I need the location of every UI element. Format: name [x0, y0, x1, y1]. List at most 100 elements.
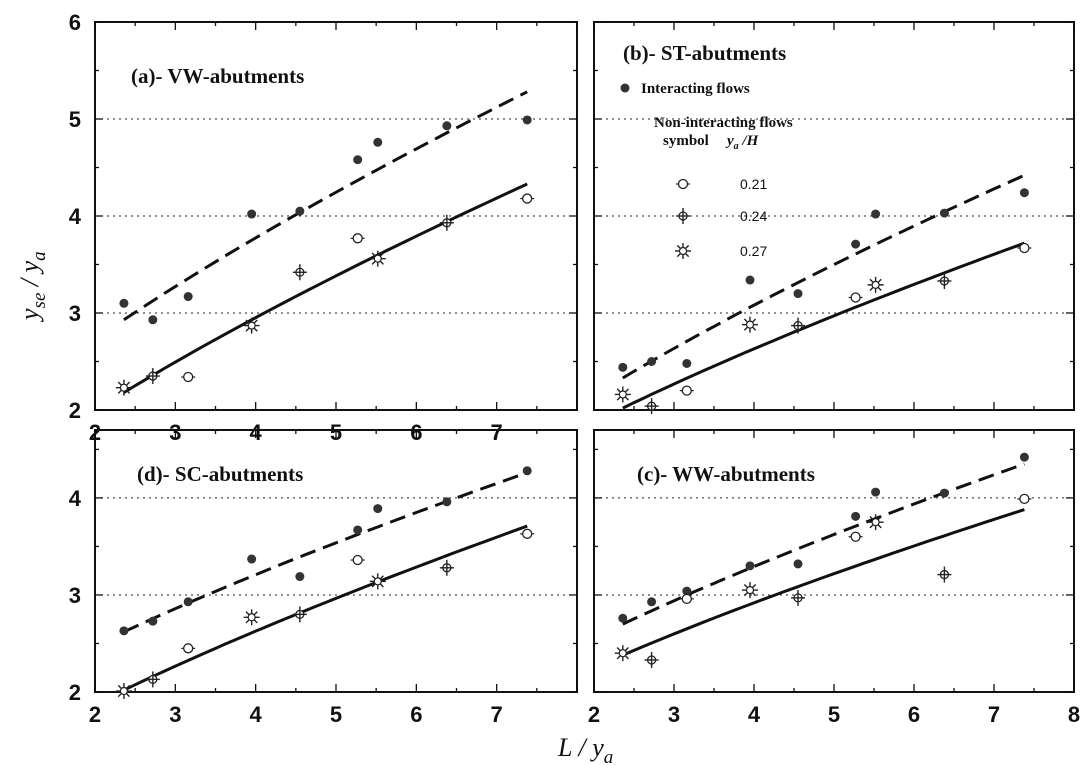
marker-filled: [1019, 188, 1029, 198]
interacting-point: [148, 616, 158, 626]
interacting-point: [682, 358, 692, 368]
fit-line-interacting: [123, 90, 528, 322]
star-point: [871, 280, 880, 289]
legend-value: 0.24: [740, 208, 767, 224]
panel: 2 3 4 5 6 7 2 3 4: [69, 430, 578, 727]
marker-open-circle: [1017, 493, 1032, 505]
x-tick-label: 6: [908, 702, 920, 727]
marker-open-circle: [848, 531, 863, 542]
interacting-point: [793, 289, 803, 299]
interacting-point: [851, 239, 861, 249]
open-circle-point: [183, 371, 194, 383]
y-tick-label: 3: [69, 301, 81, 326]
marker-star: [369, 573, 386, 590]
interacting-point: [148, 315, 158, 325]
marker-cross-plus: [937, 272, 952, 289]
marker-filled: [119, 298, 129, 308]
x-tick-label: 3: [668, 702, 680, 727]
marker-star: [243, 317, 260, 334]
interacting-point: [442, 497, 452, 507]
marker-filled: [793, 559, 803, 569]
fit-line-noninteracting: [123, 182, 528, 394]
x-axis-label-sub: a: [604, 747, 614, 765]
marker-filled: [148, 315, 158, 325]
panel: 2 3 4 5 6 7 8: [588, 430, 1080, 727]
fit-line-interacting: [622, 173, 1026, 380]
interacting-point: [353, 155, 363, 165]
interacting-point: [373, 137, 383, 147]
star-point: [247, 613, 256, 622]
interacting-point: [682, 586, 692, 596]
legend-ratio-y: y: [725, 133, 734, 149]
open-circle-point: [352, 233, 363, 244]
interacting-point: [939, 208, 949, 218]
x-tick-label: 6: [410, 702, 422, 727]
star-point: [373, 254, 382, 263]
panel-title: (b)- ST-abutments: [623, 41, 786, 65]
marker-cross-plus: [439, 559, 454, 576]
open-circle-point: [522, 528, 533, 539]
fit-line-interacting: [123, 471, 528, 634]
marker-star: [614, 386, 631, 403]
marker-cross-plus: [937, 566, 952, 583]
marker-filled: [353, 155, 363, 165]
panel: [593, 21, 1075, 415]
marker-filled: [745, 275, 755, 285]
legend-symbol-header: symbol: [663, 133, 709, 149]
legend-ratio-sub: a: [734, 141, 739, 152]
interacting-point: [295, 206, 305, 216]
marker-cross-plus: [292, 264, 307, 281]
marker-filled: [618, 362, 628, 372]
star-point: [871, 518, 880, 527]
y-axis-label-mid: / y: [15, 260, 44, 292]
marker-star: [243, 609, 260, 626]
interacting-point: [183, 292, 193, 302]
marker-filled: [373, 504, 383, 514]
y-tick-label: 2: [69, 398, 81, 423]
legend: Interacting flows Non-interacting flows …: [620, 81, 793, 259]
marker-cross-plus: [145, 671, 160, 688]
interacting-point: [647, 597, 657, 607]
marker-filled: [373, 137, 383, 147]
x-tick-label: 7: [988, 702, 1000, 727]
x-tick-label: 7: [491, 702, 503, 727]
open-circle-point: [677, 178, 689, 190]
marker-cross-plus: [791, 589, 805, 606]
open-circle-point: [681, 593, 692, 604]
marker-filled: [745, 561, 755, 571]
open-circle-point: [850, 531, 861, 542]
x-tick-label: 2: [588, 702, 600, 727]
star-point: [247, 321, 256, 330]
interacting-point: [793, 559, 803, 569]
marker-filled: [295, 572, 305, 582]
marker-cross-plus: [644, 398, 659, 415]
x-axis-label-main: L / y: [557, 733, 604, 762]
marker-star: [867, 514, 884, 531]
legend-label-noninteracting: Non-interacting flows: [654, 115, 793, 131]
star-point: [119, 686, 129, 696]
marker-star: [867, 276, 884, 293]
marker-star: [675, 243, 691, 259]
marker-open-circle: [181, 371, 196, 383]
star-point: [119, 383, 129, 392]
x-tick-label: 5: [330, 702, 342, 727]
interacting-point: [1019, 452, 1029, 462]
interacting-point: [119, 298, 129, 308]
star-point: [678, 246, 688, 256]
x-tick-label: 5: [828, 702, 840, 727]
marker-open-circle: [520, 528, 535, 539]
x-tick-label: 4: [748, 702, 761, 727]
marker-cross-plus: [644, 651, 659, 668]
marker-filled: [119, 626, 129, 636]
fit-line-noninteracting: [123, 524, 528, 692]
interacting-point: [647, 357, 657, 366]
open-circle-point: [522, 193, 533, 204]
marker-filled: [247, 554, 257, 564]
x-tick-label: 3: [169, 702, 181, 727]
interacting-point: [851, 511, 861, 521]
legend-ratio-header: ya /H: [725, 133, 760, 152]
interacting-point: [871, 209, 881, 219]
legend-markers: [675, 178, 691, 259]
